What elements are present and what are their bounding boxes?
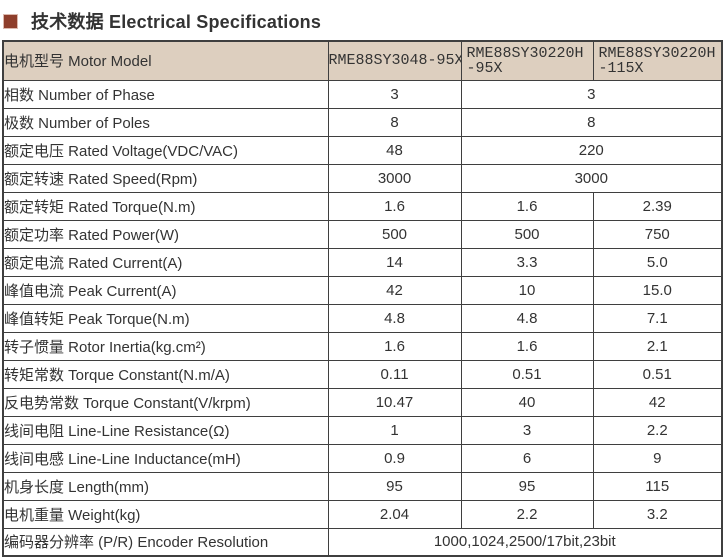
table-row: 机身长度 Length(mm) 95 95 115 bbox=[2, 471, 723, 501]
row-label: 额定电流 Rated Current(A) bbox=[2, 247, 329, 277]
page-title: 技术数据 Electrical Specifications bbox=[31, 12, 322, 32]
row-label: 线间电感 Line-Line Inductance(mH) bbox=[2, 443, 329, 473]
table-row: 峰值电流 Peak Current(A) 42 10 15.0 bbox=[2, 275, 723, 305]
cell-value: 42 bbox=[592, 387, 723, 417]
cell-value: 10 bbox=[460, 275, 594, 305]
cell-value: 1.6 bbox=[327, 191, 462, 221]
cell-value: 10.47 bbox=[327, 387, 462, 417]
table-row: 峰值转矩 Peak Torque(N.m) 4.8 4.8 7.1 bbox=[2, 303, 723, 333]
cell-value: 6 bbox=[460, 443, 594, 473]
cell-value: 2.39 bbox=[592, 191, 723, 221]
cell-value: 9 bbox=[592, 443, 723, 473]
table-row: 线间电感 Line-Line Inductance(mH) 0.9 6 9 bbox=[2, 443, 723, 473]
cell-value: 8 bbox=[460, 107, 723, 137]
cell-value: 3 bbox=[327, 79, 462, 109]
cell-value: 500 bbox=[327, 219, 462, 249]
table-row: 反电势常数 Torque Constant(V/krpm) 10.47 40 42 bbox=[2, 387, 723, 417]
table-row: 线间电阻 Line-Line Resistance(Ω) 1 3 2.2 bbox=[2, 415, 723, 445]
row-label: 额定功率 Rated Power(W) bbox=[2, 219, 329, 249]
cell-value: 2.1 bbox=[592, 331, 723, 361]
cell-value: 15.0 bbox=[592, 275, 723, 305]
table-row: 编码器分辨率 (P/R) Encoder Resolution 1000,1024… bbox=[2, 527, 723, 557]
cell-value: 3.2 bbox=[592, 499, 723, 529]
cell-value: 5.0 bbox=[592, 247, 723, 277]
row-label: 极数 Number of Poles bbox=[2, 107, 329, 137]
cell-value: 115 bbox=[592, 471, 723, 501]
cell-value: 95 bbox=[460, 471, 594, 501]
cell-value: 3000 bbox=[460, 163, 723, 193]
row-label: 峰值电流 Peak Current(A) bbox=[2, 275, 329, 305]
cell-value: 14 bbox=[327, 247, 462, 277]
cell-value: 4.8 bbox=[460, 303, 594, 333]
row-label: 反电势常数 Torque Constant(V/krpm) bbox=[2, 387, 329, 417]
cell-value: 2.2 bbox=[592, 415, 723, 445]
cell-value: 95 bbox=[327, 471, 462, 501]
spec-table: 电机型号 Motor Model RME88SY3048-95X RME88SY… bbox=[2, 40, 723, 557]
cell-value: 2.2 bbox=[460, 499, 594, 529]
row-label: 峰值转矩 Peak Torque(N.m) bbox=[2, 303, 329, 333]
row-label: 转子惯量 Rotor Inertia(kg.cm²) bbox=[2, 331, 329, 361]
table-header-row: 电机型号 Motor Model RME88SY3048-95X RME88SY… bbox=[2, 40, 723, 81]
cell-value: 8 bbox=[327, 107, 462, 137]
table-row: 转矩常数 Torque Constant(N.m/A) 0.11 0.51 0.51 bbox=[2, 359, 723, 389]
cell-value: 1.6 bbox=[460, 331, 594, 361]
section-title-bar: 技术数据 Electrical Specifications bbox=[0, 0, 723, 36]
row-label: 编码器分辨率 (P/R) Encoder Resolution bbox=[2, 527, 329, 557]
row-label: 机身长度 Length(mm) bbox=[2, 471, 329, 501]
cell-value: 1000,1024,2500/17bit,23bit bbox=[327, 527, 723, 557]
cell-value: 48 bbox=[327, 135, 462, 165]
row-label: 线间电阻 Line-Line Resistance(Ω) bbox=[2, 415, 329, 445]
cell-value: 0.51 bbox=[460, 359, 594, 389]
spec-table-body: 相数 Number of Phase 3 3 极数 Number of Poles 8 8… bbox=[2, 79, 723, 557]
cell-value: 0.11 bbox=[327, 359, 462, 389]
row-label: 相数 Number of Phase bbox=[2, 79, 329, 109]
table-row: 相数 Number of Phase 3 3 bbox=[2, 79, 723, 109]
table-row: 额定功率 Rated Power(W) 500 500 750 bbox=[2, 219, 723, 249]
cell-value: 3000 bbox=[327, 163, 462, 193]
table-row: 额定转速 Rated Speed(Rpm) 3000 3000 bbox=[2, 163, 723, 193]
column-header-model-3: RME88SY30220H-115X bbox=[592, 40, 723, 81]
table-row: 额定电压 Rated Voltage(VDC/VAC) 48 220 bbox=[2, 135, 723, 165]
cell-value: 3 bbox=[460, 415, 594, 445]
table-row: 额定电流 Rated Current(A) 14 3.3 5.0 bbox=[2, 247, 723, 277]
cell-value: 750 bbox=[592, 219, 723, 249]
cell-value: 7.1 bbox=[592, 303, 723, 333]
table-row: 电机重量 Weight(kg) 2.04 2.2 3.2 bbox=[2, 499, 723, 529]
row-label: 额定转速 Rated Speed(Rpm) bbox=[2, 163, 329, 193]
table-row: 转子惯量 Rotor Inertia(kg.cm²) 1.6 1.6 2.1 bbox=[2, 331, 723, 361]
section-bullet-icon bbox=[3, 13, 18, 29]
cell-value: 1.6 bbox=[460, 191, 594, 221]
row-label: 转矩常数 Torque Constant(N.m/A) bbox=[2, 359, 329, 389]
cell-value: 0.51 bbox=[592, 359, 723, 389]
cell-value: 2.04 bbox=[327, 499, 462, 529]
row-label: 额定转矩 Rated Torque(N.m) bbox=[2, 191, 329, 221]
cell-value: 4.8 bbox=[327, 303, 462, 333]
table-row: 极数 Number of Poles 8 8 bbox=[2, 107, 723, 137]
cell-value: 3.3 bbox=[460, 247, 594, 277]
column-header-model-2: RME88SY30220H-95X bbox=[460, 40, 594, 81]
cell-value: 1 bbox=[327, 415, 462, 445]
cell-value: 1.6 bbox=[327, 331, 462, 361]
cell-value: 500 bbox=[460, 219, 594, 249]
table-row: 额定转矩 Rated Torque(N.m) 1.6 1.6 2.39 bbox=[2, 191, 723, 221]
cell-value: 42 bbox=[327, 275, 462, 305]
cell-value: 220 bbox=[460, 135, 723, 165]
column-header-model-1: RME88SY3048-95X bbox=[327, 40, 462, 81]
cell-value: 0.9 bbox=[327, 443, 462, 473]
cell-value: 40 bbox=[460, 387, 594, 417]
cell-value: 3 bbox=[460, 79, 723, 109]
row-label: 电机重量 Weight(kg) bbox=[2, 499, 329, 529]
row-label: 额定电压 Rated Voltage(VDC/VAC) bbox=[2, 135, 329, 165]
header-motor-model-label: 电机型号 Motor Model bbox=[2, 40, 329, 81]
